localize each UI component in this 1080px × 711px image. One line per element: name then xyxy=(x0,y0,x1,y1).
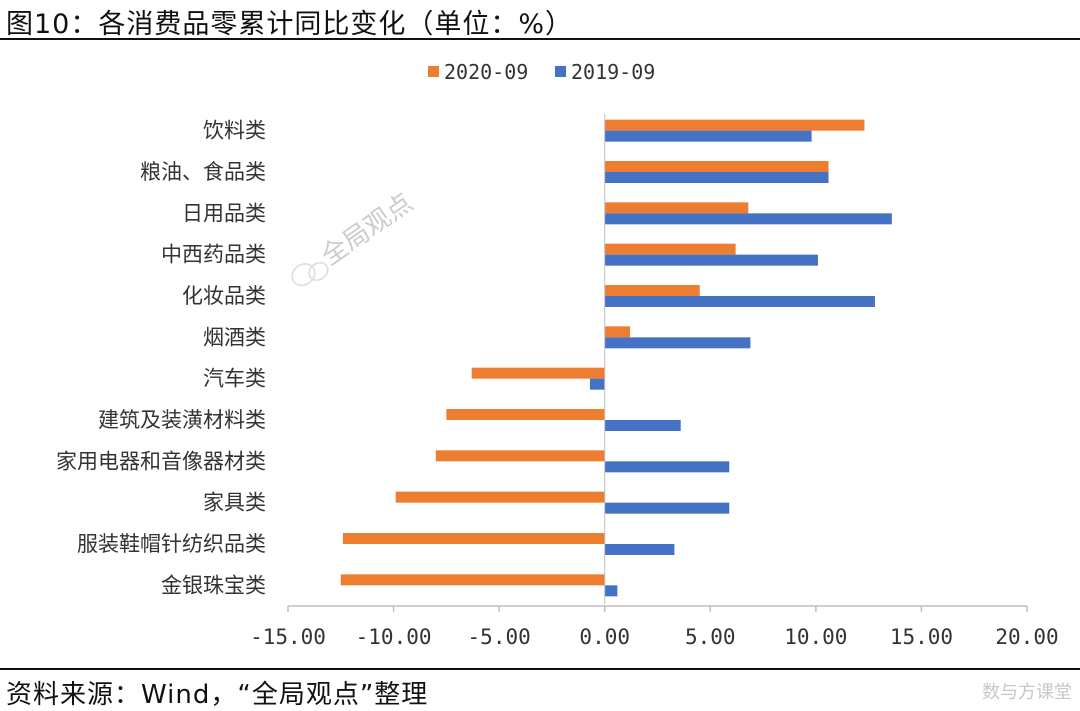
legend-swatch-2020-09 xyxy=(428,66,439,77)
bar-2020-09-11 xyxy=(340,574,605,586)
category-labels: 饮料类粮油、食品类日用品类中西药品类化妆品类烟酒类汽车类建筑及装潢材料类家用电器… xyxy=(56,119,266,598)
legend: 2020-09 2019-09 xyxy=(428,60,655,84)
x-tick-label: 20.00 xyxy=(995,625,1058,649)
bar-2020-09-3 xyxy=(604,243,736,255)
watermark: 全局观点 xyxy=(291,188,419,287)
category-label: 日用品类 xyxy=(182,201,266,225)
bar-2020-09-6 xyxy=(471,367,605,379)
legend-label: 2020-09 xyxy=(444,60,528,84)
source-note: 资料来源：Wind，“全局观点”整理 xyxy=(6,680,429,710)
category-label: 烟酒类 xyxy=(203,325,266,349)
wechat-icon xyxy=(291,262,329,287)
category-label: 家用电器和音像器材类 xyxy=(56,449,266,473)
x-tick-label: -5.00 xyxy=(468,625,531,649)
category-label: 服装鞋帽针纺织品类 xyxy=(77,532,266,556)
category-label: 化妆品类 xyxy=(182,284,266,308)
x-tick-label: 5.00 xyxy=(685,625,736,649)
bar-2020-09-10 xyxy=(342,533,605,544)
bar-2019-09-1 xyxy=(604,172,829,183)
title-rule xyxy=(0,38,1080,40)
bar-2019-09-11 xyxy=(604,585,618,597)
category-label: 建筑及装潢材料类 xyxy=(98,408,266,432)
x-tick-label: -15.00 xyxy=(250,625,326,649)
category-label: 金银珠宝类 xyxy=(161,573,266,597)
category-label: 饮料类 xyxy=(203,119,266,143)
category-label: 中西药品类 xyxy=(161,243,266,267)
source-rule xyxy=(0,668,1080,670)
x-tick-label: 0.00 xyxy=(579,625,630,649)
bar-2020-09-7 xyxy=(446,409,605,420)
bar-2019-09-10 xyxy=(604,544,675,555)
legend-swatch-2019-09 xyxy=(555,66,566,77)
corner-watermark: 数与方课堂 xyxy=(982,682,1072,703)
watermark-text: 全局观点 xyxy=(316,188,418,272)
bar-2020-09-1 xyxy=(604,161,829,172)
bars-group xyxy=(340,119,892,597)
bar-2020-09-8 xyxy=(435,450,605,462)
bar-2019-09-2 xyxy=(604,213,892,225)
legend-label: 2019-09 xyxy=(571,60,655,84)
bar-2020-09-5 xyxy=(604,326,631,338)
bar-2020-09-9 xyxy=(395,491,605,503)
bar-2020-09-4 xyxy=(604,285,700,296)
bar-2019-09-9 xyxy=(604,502,730,514)
category-label: 汽车类 xyxy=(203,367,266,391)
bar-2019-09-5 xyxy=(604,337,751,349)
x-tick-label: 15.00 xyxy=(890,625,953,649)
bar-2020-09-0 xyxy=(604,119,865,131)
category-label: 家具类 xyxy=(203,491,266,515)
bar-2019-09-4 xyxy=(604,296,875,307)
bar-2019-09-8 xyxy=(604,461,730,473)
bar-2019-09-6 xyxy=(589,378,605,390)
x-tick-label: -10.00 xyxy=(356,625,432,649)
x-axis: -15.00 -10.00 -5.00 0.00 5.00 10.00 15.00 20.00 xyxy=(250,114,1059,649)
chart-title: 图10：各消费品零累计同比变化（单位：%） xyxy=(6,9,574,40)
category-label: 粮油、食品类 xyxy=(140,160,266,184)
bar-2019-09-0 xyxy=(604,130,812,142)
bar-2020-09-2 xyxy=(604,202,749,214)
bar-2019-09-7 xyxy=(604,420,681,431)
bar-2019-09-3 xyxy=(604,254,818,266)
x-tick-label: 10.00 xyxy=(784,625,847,649)
